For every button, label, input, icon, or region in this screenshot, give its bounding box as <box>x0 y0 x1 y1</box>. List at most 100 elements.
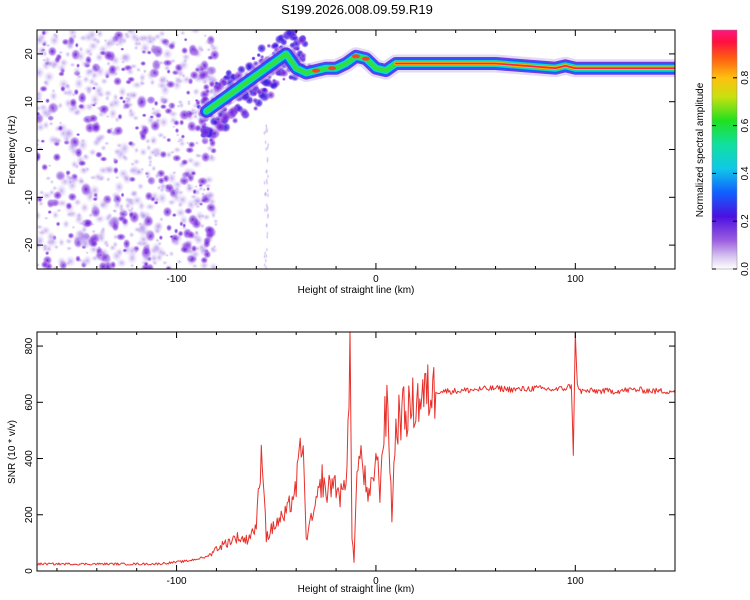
noise-blob <box>65 87 75 98</box>
transition-blob <box>225 69 233 77</box>
noise-blob <box>54 169 66 181</box>
noise-blob <box>159 150 168 159</box>
transition-blob <box>255 88 263 96</box>
noise-blob <box>92 196 99 202</box>
noise-blob <box>203 33 208 38</box>
noise-blob <box>178 140 186 148</box>
noise-blob <box>47 235 59 249</box>
colorbar-ticks: 0.0 0.2 0.4 0.6 0.8 <box>712 70 750 276</box>
noise-blob <box>44 43 52 48</box>
noise-blob <box>206 144 215 152</box>
noise-blob <box>145 174 151 180</box>
y-tick-label: 200 <box>24 506 35 523</box>
noise-blob <box>135 94 148 110</box>
transition-blob <box>286 24 291 29</box>
noise-blob <box>174 127 180 134</box>
noise-blob <box>103 37 114 50</box>
noise-blob <box>191 195 204 208</box>
y-tick-label: -20 <box>24 237 35 252</box>
noise-blob <box>58 57 70 68</box>
noise-blob <box>64 50 71 58</box>
noise-blob <box>135 66 142 73</box>
noise-blob <box>65 210 74 218</box>
noise-blob <box>159 103 168 110</box>
noise-blob <box>203 239 211 249</box>
snr-panel: -100 0 100 0 200 400 600 800 Height of straight… <box>7 331 676 595</box>
noise-blob <box>93 101 98 106</box>
noise-blob <box>133 146 140 154</box>
noise-blob <box>99 156 108 162</box>
noise-blob <box>73 76 85 91</box>
noise-blob <box>45 106 54 117</box>
noise-blob <box>142 68 148 75</box>
x-tick-label: -100 <box>167 274 187 285</box>
noise-blob <box>37 152 42 162</box>
snr-x-label: Height of straight line (km) <box>298 584 415 595</box>
noise-blob <box>144 202 156 211</box>
noise-blob <box>127 107 134 115</box>
noise-blob <box>95 105 103 111</box>
ridge-hotspot <box>352 54 360 59</box>
noise-blob <box>200 151 211 163</box>
transition-blob <box>212 119 218 126</box>
noise-blob <box>75 132 81 137</box>
noise-blob <box>90 121 102 134</box>
noise-blob <box>93 84 105 98</box>
noise-blob <box>126 76 136 83</box>
noise-blob <box>74 147 83 159</box>
noise-blob <box>183 37 188 42</box>
noise-blob <box>48 120 54 127</box>
noise-blob <box>55 221 61 227</box>
noise-blob <box>153 100 159 107</box>
noise-blob <box>181 74 193 85</box>
noise-blob <box>263 179 267 186</box>
noise-blob <box>192 113 199 120</box>
transition-blob <box>218 76 228 87</box>
noise-blob <box>103 49 113 62</box>
ridge-hotspot <box>361 56 370 61</box>
snr-series-line <box>37 332 675 566</box>
noise-blob <box>266 157 270 164</box>
noise-blob <box>69 97 78 108</box>
x-tick-label: 0 <box>373 274 379 285</box>
colorbar-ramp <box>712 30 737 269</box>
noise-blob <box>180 171 189 182</box>
noise-blob <box>154 221 164 231</box>
noise-blob <box>37 224 44 231</box>
colorbar: 0.0 0.2 0.4 0.6 0.8 Normalized spectral ampl… <box>695 29 750 276</box>
y-tick-label: -10 <box>24 190 35 205</box>
colorbar-tick-label: 0.2 <box>740 214 750 228</box>
noise-blob <box>49 58 61 70</box>
transition-blob <box>269 82 276 89</box>
noise-blob <box>69 62 76 68</box>
noise-blob <box>120 47 125 51</box>
noise-blob <box>111 197 118 203</box>
noise-blob <box>178 119 185 126</box>
noise-blob <box>89 239 99 248</box>
noise-blob <box>264 139 268 146</box>
noise-blob <box>165 265 172 269</box>
noise-blob <box>149 78 156 87</box>
noise-blob <box>148 177 157 186</box>
noise-blob <box>131 142 137 147</box>
y-tick-label: 0 <box>24 568 35 574</box>
noise-blob <box>42 78 51 88</box>
noise-blob <box>184 182 196 194</box>
noise-blob <box>171 170 177 175</box>
noise-blob <box>90 201 101 215</box>
noise-blob <box>94 52 105 63</box>
noise-blob <box>57 71 65 77</box>
noise-blob <box>134 125 140 131</box>
noise-blob <box>191 87 201 97</box>
noise-blob <box>49 90 59 102</box>
noise-blob <box>51 103 61 112</box>
noise-blob <box>78 166 90 176</box>
noise-blob <box>65 169 71 176</box>
noise-blob <box>37 34 46 47</box>
noise-blob <box>180 134 186 139</box>
noise-blob <box>74 42 79 48</box>
noise-blob <box>209 44 220 53</box>
noise-blob <box>125 67 135 76</box>
